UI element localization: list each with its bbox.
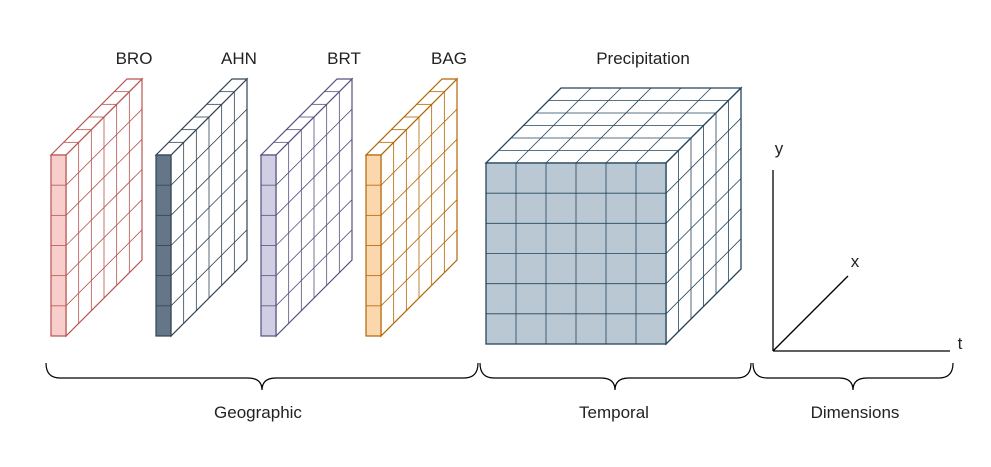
layer-bag: BAG [364, 49, 467, 338]
y-axis-label: y [775, 139, 784, 158]
temporal-label: Temporal [579, 403, 649, 422]
dimension-axes [772, 170, 950, 352]
cube-grid-line [665, 238, 742, 315]
bag-slab [364, 77, 459, 338]
brt-label: BRT [327, 49, 361, 68]
slab-grid-line [275, 229, 353, 307]
geographic-label: Geographic [214, 403, 302, 422]
precipitation-label: Precipitation [596, 49, 690, 68]
bro-slab [49, 77, 144, 338]
geographic-brace [45, 362, 479, 391]
layer-bro: BRO [49, 49, 153, 338]
bag-label: BAG [431, 49, 467, 68]
layer-brt: BRT [259, 49, 361, 338]
dimensions-label: Dimensions [811, 403, 900, 422]
temporal-brace [479, 362, 752, 391]
slab-grid-line [170, 229, 248, 307]
ahn-label: AHN [221, 49, 257, 68]
slab-grid-line [380, 229, 458, 307]
brt-slab [259, 77, 354, 338]
t-axis-label: t [958, 334, 963, 353]
ahn-slab [154, 77, 249, 338]
layer-ahn: AHN [154, 49, 257, 338]
x-axis-line [772, 275, 849, 352]
dimensions-brace [752, 362, 954, 391]
cube-grid [484, 86, 743, 346]
precipitation-cube: Precipitation [484, 49, 743, 346]
x-axis-label: x [851, 252, 860, 271]
bro-label: BRO [116, 49, 153, 68]
slab-grid-line [65, 229, 143, 307]
